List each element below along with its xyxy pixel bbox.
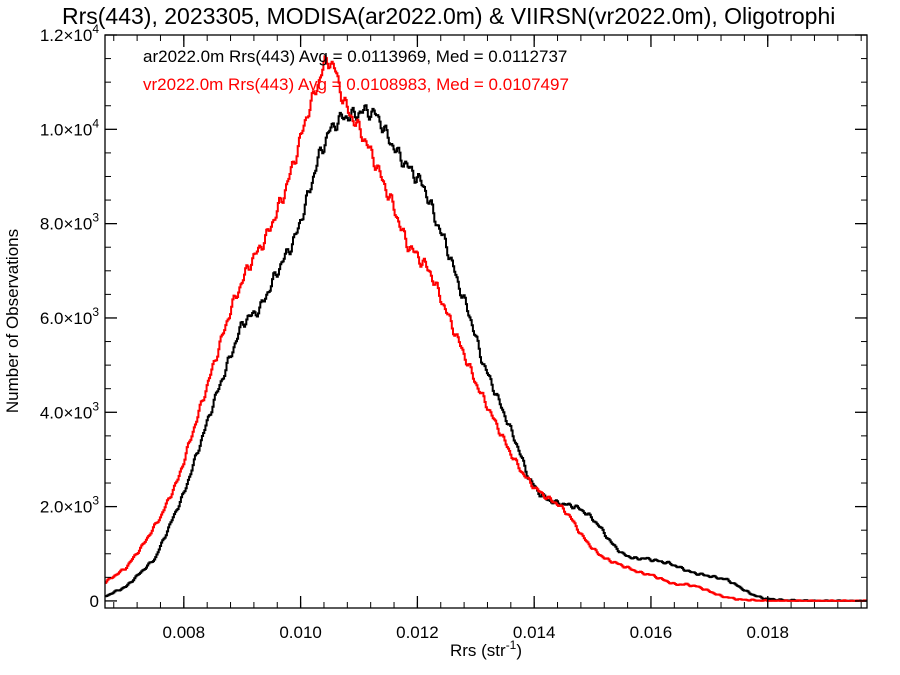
- x-tick-label: 0.014: [513, 623, 556, 642]
- legend-entry-2: vr2022.0m Rrs(443) Avg = 0.0108983, Med …: [143, 75, 569, 94]
- x-tick-label: 0.008: [163, 623, 206, 642]
- series-line-1: [105, 104, 867, 602]
- y-tick-label: 1.0×104: [40, 116, 99, 139]
- chart-title: Rrs(443), 2023305, MODISA(ar2022.0m) & V…: [62, 3, 836, 29]
- x-tick-label: 0.010: [279, 623, 322, 642]
- y-axis-title: Number of Observations: [3, 229, 22, 413]
- series-line-2: [105, 55, 867, 602]
- x-axis-title-sup: -1: [506, 638, 517, 652]
- y-tick-label: 4.0×103: [40, 399, 99, 422]
- x-tick-label: 0.016: [630, 623, 673, 642]
- plot-frame: [104, 34, 868, 609]
- y-tick-label: 0: [90, 592, 99, 611]
- x-tick-label: 0.012: [396, 623, 439, 642]
- y-tick-label: 8.0×103: [40, 211, 99, 234]
- x-axis-title: Rrs (str-1): [450, 638, 522, 660]
- series-layer: [105, 55, 867, 602]
- x-tick-label: 0.018: [746, 623, 789, 642]
- y-tick-label: 6.0×103: [40, 305, 99, 328]
- x-axis-title-end: ): [516, 641, 522, 660]
- y-tick-label: 1.2×104: [40, 22, 99, 45]
- legend: ar2022.0m Rrs(443) Avg = 0.0113969, Med …: [143, 47, 569, 94]
- axis-layer: 0.008 0.010 0.012 0.014 0.016 0.018 0 2.0×103 4.…: [40, 22, 867, 642]
- y-tick-label: 2.0×103: [40, 494, 99, 517]
- legend-entry-1: ar2022.0m Rrs(443) Avg = 0.0113969, Med …: [143, 47, 567, 66]
- x-axis-title-main: Rrs (str: [450, 641, 506, 660]
